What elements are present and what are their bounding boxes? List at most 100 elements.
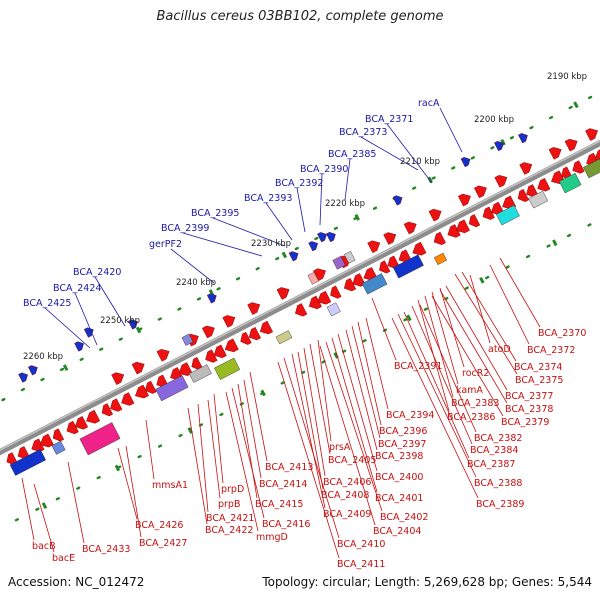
bottom-label-6: BCA_2391	[394, 361, 442, 372]
bottom-leader-23	[249, 371, 268, 462]
bottom-leader-21	[309, 343, 331, 455]
top-label-6: BCA_2392	[275, 178, 323, 189]
gene-arrow	[213, 344, 227, 359]
gene-arrow	[248, 327, 261, 341]
gene-feature-18	[213, 344, 227, 359]
bottom-label-47: bacE	[52, 553, 75, 564]
gene-feature-77	[155, 375, 189, 402]
gene-block	[307, 271, 319, 285]
inner-tick-mark	[187, 427, 193, 434]
tick-label-2: 2200 kbp	[474, 115, 514, 125]
bottom-label-33: BCA_2415	[255, 499, 303, 510]
gene-arrow	[433, 231, 446, 246]
gene-feature-107	[518, 133, 528, 144]
gene-feature-105	[460, 157, 471, 168]
tick-label-1: 2190 kbp	[547, 72, 587, 82]
bottom-leader-6	[371, 297, 397, 361]
gene-arrow	[295, 303, 308, 317]
gene-feature-52	[111, 372, 125, 385]
bottom-leader-19	[411, 305, 473, 445]
bottom-leader-28	[397, 313, 477, 478]
bottom-label-3: atoD	[488, 344, 511, 355]
bottom-label-46: BCA_2433	[82, 544, 130, 555]
gene-block	[343, 250, 356, 264]
gene-arrow	[222, 315, 236, 328]
top-label-4: BCA_2385	[328, 149, 376, 160]
gene-feature-94	[18, 372, 28, 383]
gene-arrow	[288, 251, 299, 262]
gene-feature-102	[317, 232, 327, 243]
gene-feature-17	[205, 349, 218, 363]
top-leader-1	[439, 107, 463, 153]
gene-feature-22	[259, 320, 273, 335]
gene-arrow	[206, 293, 217, 304]
gene-feature-87	[558, 172, 582, 194]
bottom-leader-10	[439, 289, 508, 404]
gene-feature-85	[496, 204, 520, 226]
gene-feature-32	[379, 260, 391, 274]
gene-block	[558, 172, 582, 194]
gene-feature-26	[308, 295, 322, 310]
gene-feature-20	[240, 331, 252, 345]
gene-feature-56	[201, 325, 215, 339]
gene-arrow	[247, 302, 261, 315]
gene-arrow	[460, 157, 471, 168]
gene-feature-99	[206, 293, 217, 304]
map-title: Bacillus cereus 03BB102, complete genome	[156, 9, 444, 24]
bottom-label-14: BCA_2394	[386, 410, 434, 421]
gene-feature-43	[502, 195, 517, 210]
top-leader-13	[44, 307, 91, 349]
top-label-7: BCA_2393	[244, 193, 292, 204]
bottom-label-21: BCA_2405	[328, 455, 376, 466]
bottom-label-42: mmgD	[256, 532, 288, 543]
gene-arrow	[86, 409, 101, 424]
gene-feature-8	[101, 403, 113, 417]
gene-feature-44	[517, 188, 530, 203]
bottom-label-29: prpD	[221, 484, 244, 495]
gene-arrow	[28, 365, 38, 376]
tick-labels: 2190 kbp 2200 kbp 2210 kbp 2220 kbp 2230 kbp…	[23, 72, 587, 362]
top-label-10: gerPF2	[149, 239, 182, 250]
gene-arrow	[317, 290, 332, 305]
inner-tick-mark	[552, 239, 558, 247]
tick-label-4: 2220 kbp	[325, 199, 365, 209]
gene-feature-53	[131, 361, 145, 375]
gene-arrow	[502, 195, 517, 210]
bottom-leader-22	[403, 311, 470, 459]
gene-arrow	[412, 241, 427, 256]
bottom-leader-3	[469, 274, 491, 344]
gene-feature-86	[528, 190, 549, 209]
gene-block	[51, 440, 66, 455]
top-label-8: BCA_2395	[191, 208, 239, 219]
tick-label-5: 2230 kbp	[251, 239, 291, 249]
gene-feature-4	[52, 428, 65, 442]
gene-feature-28	[330, 285, 342, 299]
gene-arrow	[201, 325, 215, 339]
gene-arrow	[259, 320, 273, 335]
gene-feature-11	[135, 384, 149, 399]
gene-feature-15	[178, 362, 193, 376]
inner-tick-mark	[260, 389, 266, 397]
bottom-label-34: BCA_2389	[476, 499, 524, 510]
gene-feature-6	[75, 416, 89, 430]
bottom-label-44: BCA_2410	[337, 539, 385, 550]
bottom-leader-15	[357, 321, 382, 426]
tick-ring-1	[0, 91, 600, 403]
gene-feature-95	[28, 365, 38, 376]
top-label-2: BCA_2371	[365, 114, 413, 125]
outer-tick-mark	[354, 214, 360, 221]
bottom-label-25: mmsA1	[152, 480, 188, 491]
gene-feature-9	[110, 398, 123, 412]
gene-feature-63	[367, 240, 381, 254]
bottom-label-37: BCA_2402	[380, 512, 428, 523]
gene-arrow	[18, 372, 28, 383]
gene-feature-29	[343, 278, 357, 292]
bottom-leader-31	[331, 337, 378, 493]
bottom-label-40: BCA_2422	[205, 525, 253, 536]
bottom-label-31: BCA_2401	[375, 493, 423, 504]
gene-block	[433, 252, 448, 266]
inner-tick-mark	[114, 464, 121, 472]
gene-arrow	[526, 184, 539, 198]
